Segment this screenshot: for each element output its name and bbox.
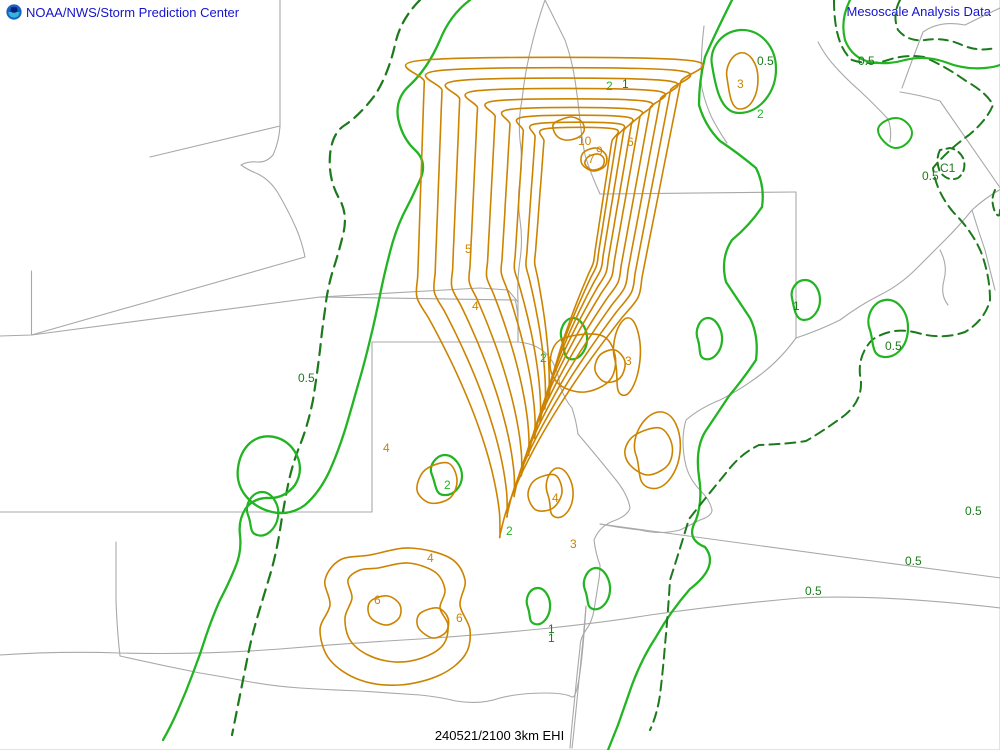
svg-text:2: 2 [506, 524, 513, 538]
svg-text:3: 3 [625, 354, 632, 368]
svg-text:2: 2 [606, 79, 613, 93]
svg-text:5: 5 [465, 242, 472, 256]
svg-text:2: 2 [757, 107, 764, 121]
svg-text:3: 3 [570, 537, 577, 551]
svg-text:C1: C1 [940, 161, 956, 175]
svg-text:9: 9 [596, 144, 603, 158]
svg-text:0.5: 0.5 [965, 504, 982, 518]
svg-text:1: 1 [622, 77, 629, 91]
svg-text:2: 2 [540, 351, 547, 365]
svg-text:0.5: 0.5 [757, 54, 774, 68]
svg-text:0.5: 0.5 [298, 371, 315, 385]
svg-text:2: 2 [444, 478, 451, 492]
svg-text:0.5: 0.5 [805, 584, 822, 598]
svg-text:10: 10 [578, 134, 592, 148]
svg-text:4: 4 [427, 551, 434, 565]
svg-text:3: 3 [737, 77, 744, 91]
svg-text:6: 6 [627, 135, 634, 149]
svg-text:0.5: 0.5 [885, 339, 902, 353]
svg-text:6: 6 [456, 611, 463, 625]
svg-text:1: 1 [548, 622, 555, 636]
svg-text:7: 7 [588, 152, 595, 166]
svg-text:0.5: 0.5 [905, 554, 922, 568]
svg-text:0.5: 0.5 [858, 54, 875, 68]
svg-text:4: 4 [472, 299, 479, 313]
svg-text:4: 4 [383, 441, 390, 455]
svg-text:6: 6 [374, 593, 381, 607]
svg-text:0.5: 0.5 [922, 169, 939, 183]
svg-text:1: 1 [793, 299, 800, 313]
svg-text:4: 4 [552, 491, 559, 505]
